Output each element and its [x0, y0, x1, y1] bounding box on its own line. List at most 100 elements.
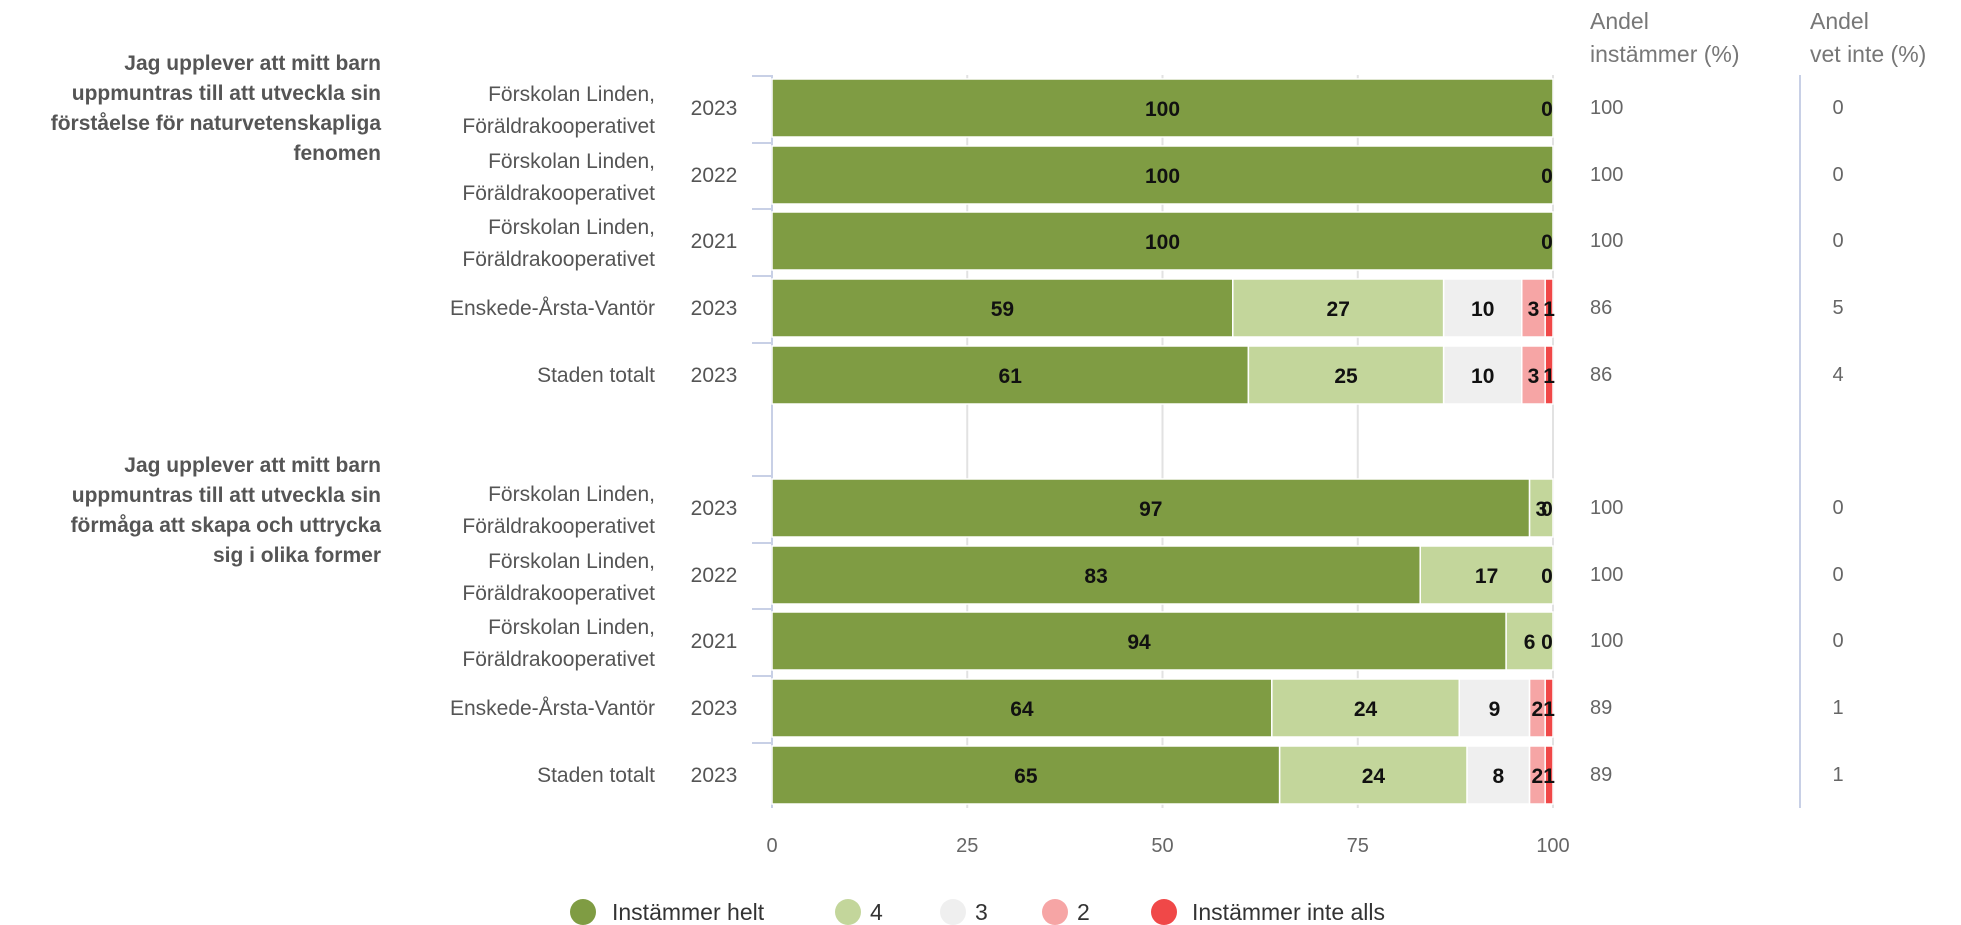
data-label: 100	[1145, 231, 1180, 254]
dontknow-value: 0	[1832, 230, 1843, 252]
data-label: 25	[1334, 365, 1358, 388]
data-label: 2	[1532, 765, 1544, 788]
legend-label: 3	[975, 899, 988, 925]
row-year: 2023	[691, 364, 738, 387]
x-tick-label: 25	[956, 835, 978, 857]
row-label: Staden totalt	[537, 764, 655, 787]
legend-label: Instämmer inte alls	[1192, 899, 1385, 925]
agree-value: 100	[1590, 497, 1623, 519]
question-text: förståelse för naturvetenskapliga	[51, 112, 382, 135]
data-label: 24	[1362, 765, 1386, 788]
row-label: Förskolan Linden,	[488, 83, 655, 106]
dontknow-value: 0	[1832, 164, 1843, 186]
agree-value: 100	[1590, 230, 1623, 252]
data-label: 0	[1541, 165, 1553, 188]
legend-swatch	[835, 899, 861, 925]
legend: Instämmer helt 4 3 2 Instämmer inte alls	[570, 899, 1385, 925]
legend-swatch	[1151, 899, 1177, 925]
row-label: Föräldrakooperativet	[462, 182, 655, 205]
dontknow-value: 0	[1832, 564, 1843, 586]
data-label: 61	[999, 365, 1023, 388]
row-year: 2022	[691, 564, 738, 587]
data-label: 100	[1145, 98, 1180, 121]
row-label: Förskolan Linden,	[488, 616, 655, 639]
legend-swatch	[570, 899, 596, 925]
data-label: 24	[1354, 698, 1378, 721]
agree-value: 86	[1590, 364, 1612, 386]
legend-swatch	[940, 899, 966, 925]
dontknow-header-line1: Andel	[1810, 8, 1869, 34]
x-tick-label: 0	[766, 835, 777, 857]
legend-label: 2	[1077, 899, 1090, 925]
data-label: 2	[1532, 698, 1544, 721]
data-label: 64	[1010, 698, 1034, 721]
agree-value: 100	[1590, 630, 1623, 652]
row-label: Föräldrakooperativet	[462, 115, 655, 138]
row-label: Enskede-Årsta-Vantör	[450, 697, 655, 720]
dontknow-value: 0	[1832, 630, 1843, 652]
dontknow-header-line2: vet inte (%)	[1810, 41, 1926, 67]
data-label: 6	[1524, 631, 1536, 654]
row-year: 2023	[691, 497, 738, 520]
data-label: 94	[1127, 631, 1151, 654]
dontknow-value: 4	[1832, 364, 1843, 386]
legend-swatch	[1042, 899, 1068, 925]
agree-value: 89	[1590, 764, 1612, 786]
question-text: Jag upplever att mitt barn	[124, 52, 381, 75]
data-label: 0	[1541, 565, 1553, 588]
data-label: 17	[1475, 565, 1498, 588]
data-label: 0	[1541, 231, 1553, 254]
row-label: Föräldrakooperativet	[462, 582, 655, 605]
data-label: 3	[1528, 365, 1540, 388]
x-tick-label: 50	[1151, 835, 1173, 857]
row-label: Föräldrakooperativet	[462, 515, 655, 538]
row-label: Förskolan Linden,	[488, 150, 655, 173]
question-text: uppmuntras till att utveckla sin	[72, 484, 381, 507]
data-label: 9	[1489, 698, 1501, 721]
agree-header-line1: Andel	[1590, 8, 1649, 34]
agree-value: 86	[1590, 297, 1612, 319]
data-label: 0	[1541, 98, 1553, 121]
x-tick-label: 75	[1347, 835, 1369, 857]
row-label: Föräldrakooperativet	[462, 648, 655, 671]
data-label: 0	[1541, 498, 1553, 521]
row-label: Förskolan Linden,	[488, 216, 655, 239]
dontknow-value: 0	[1832, 97, 1843, 119]
row-year: 2022	[691, 164, 738, 187]
agree-header-line2: instämmer (%)	[1590, 41, 1740, 67]
row-year: 2021	[691, 230, 738, 253]
question-text: Jag upplever att mitt barn	[124, 454, 381, 477]
data-label: 83	[1084, 565, 1107, 588]
x-tick-label: 100	[1536, 835, 1569, 857]
data-label: 3	[1528, 298, 1540, 321]
row-year: 2023	[691, 697, 738, 720]
data-label: 10	[1471, 298, 1494, 321]
dontknow-value: 1	[1832, 764, 1843, 786]
data-label: 65	[1014, 765, 1038, 788]
legend-label: 4	[870, 899, 883, 925]
data-label: 8	[1492, 765, 1504, 788]
agree-value: 100	[1590, 97, 1623, 119]
row-year: 2023	[691, 97, 738, 120]
data-label: 59	[991, 298, 1014, 321]
data-label: 1	[1543, 365, 1555, 388]
row-label: Staden totalt	[537, 364, 655, 387]
data-label: 1	[1543, 765, 1555, 788]
question-text: uppmuntras till att utveckla sin	[72, 82, 381, 105]
row-label: Förskolan Linden,	[488, 483, 655, 506]
legend-label: Instämmer helt	[612, 899, 765, 925]
data-label: 100	[1145, 165, 1180, 188]
agree-value: 100	[1590, 564, 1623, 586]
data-label: 0	[1541, 631, 1553, 654]
data-label: 1	[1543, 298, 1555, 321]
question-text: sig i olika former	[213, 544, 381, 567]
dontknow-value: 5	[1832, 297, 1843, 319]
agree-value: 100	[1590, 164, 1623, 186]
data-label: 27	[1327, 298, 1350, 321]
question-text: fenomen	[293, 142, 381, 165]
dontknow-value: 1	[1832, 697, 1843, 719]
row-label: Förskolan Linden,	[488, 550, 655, 573]
row-label: Enskede-Årsta-Vantör	[450, 297, 655, 320]
row-year: 2023	[691, 297, 738, 320]
